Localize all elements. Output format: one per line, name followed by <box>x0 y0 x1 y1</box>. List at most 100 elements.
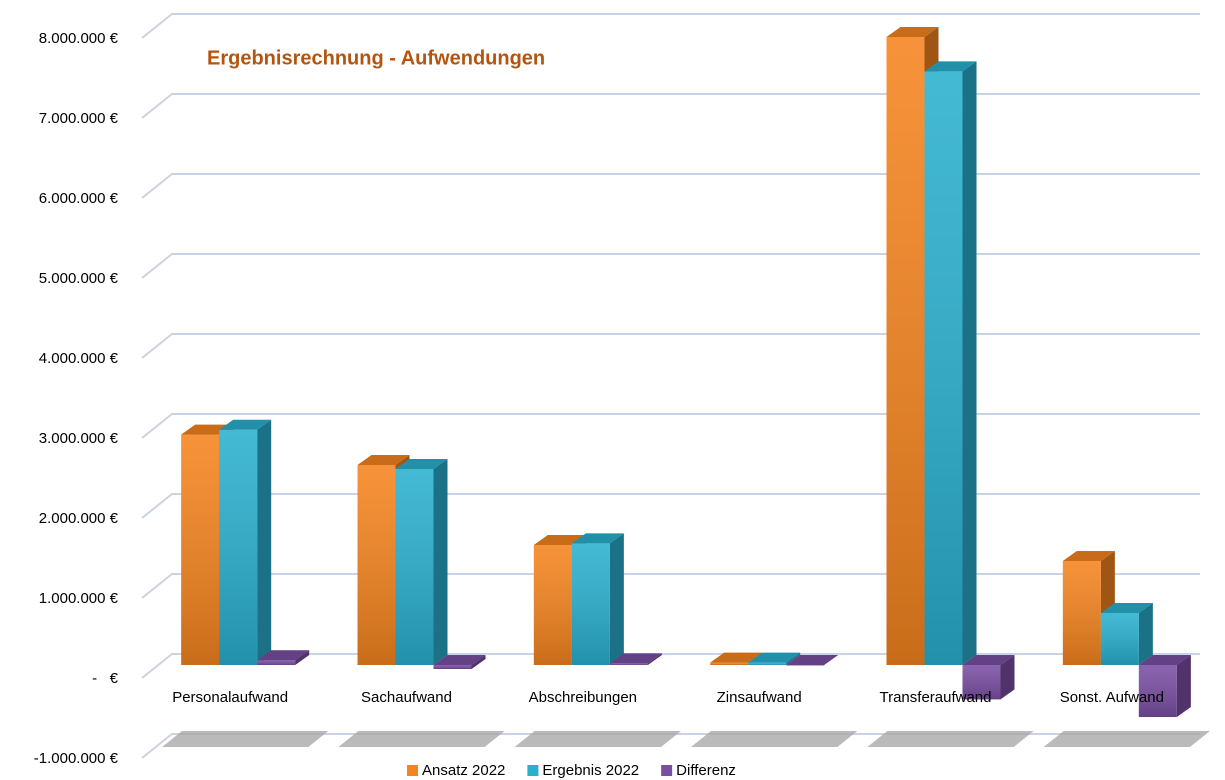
bar-top-shade <box>924 61 977 72</box>
floor-shadow <box>338 731 505 747</box>
bar-top <box>257 650 310 661</box>
grid-line <box>141 733 1200 759</box>
grid-line <box>141 173 1200 199</box>
bar-shade <box>786 665 825 666</box>
bar-side <box>1176 655 1191 717</box>
bar-side <box>471 655 486 669</box>
bar-side-shade <box>1000 655 1015 700</box>
bar-top-shade <box>748 652 801 663</box>
bar-shade <box>962 665 1001 700</box>
bar-shade <box>924 71 963 665</box>
bar-top-shade <box>1138 655 1191 665</box>
bar-shade <box>571 543 610 665</box>
grid-line <box>141 573 1200 599</box>
bar-side-shade <box>257 419 272 665</box>
bar-top-shade <box>1100 603 1153 613</box>
bar-shade <box>395 469 434 665</box>
bar-top-shade <box>1062 551 1115 561</box>
bar-top-shade <box>219 419 272 430</box>
grid-line <box>141 333 1200 359</box>
bar-side-shade <box>609 533 624 665</box>
y-tick-label: 7.000.000 € <box>39 110 119 127</box>
y-tick-label: - € <box>92 670 118 687</box>
legend-swatch <box>407 765 418 776</box>
y-tick-label: 6.000.000 € <box>39 190 119 207</box>
y-tick-label: 5.000.000 € <box>39 270 119 287</box>
bar-shade <box>748 662 787 665</box>
bar-shade <box>1100 613 1139 665</box>
bar-top-shade <box>533 535 586 545</box>
bar-top <box>219 419 272 430</box>
bar-shade <box>886 37 925 665</box>
bar-shade <box>609 663 648 665</box>
bar-top <box>395 459 448 469</box>
bar-shade <box>219 429 258 665</box>
grid-line <box>141 253 1200 279</box>
bar-side <box>1138 603 1153 665</box>
x-tick-label: Personalaufwand <box>172 689 288 706</box>
bar-top <box>433 655 486 665</box>
bar-top <box>886 27 939 37</box>
bar-side <box>647 653 662 665</box>
bar-top-shade <box>395 459 448 469</box>
bar-top <box>357 455 410 465</box>
y-tick-label: 1.000.000 € <box>39 590 119 607</box>
bar-top-shade <box>257 650 310 661</box>
bar-top-shade <box>357 455 410 465</box>
grid-line <box>141 653 1200 679</box>
legend-swatch <box>527 765 539 776</box>
bar-top-shade <box>571 533 624 544</box>
x-tick-label: Sonst. Aufwand <box>1060 689 1164 706</box>
bar-side <box>962 61 977 665</box>
bar-top-shade <box>609 653 662 664</box>
bar-side-shade <box>647 653 662 665</box>
bar-shade <box>710 662 749 665</box>
y-tick-label: 4.000.000 € <box>39 350 119 367</box>
legend-label: Differenz <box>676 762 736 779</box>
bar-top-shade <box>962 655 1015 665</box>
bar-top-shade <box>433 655 486 665</box>
bar-top <box>962 655 1015 665</box>
bar-side <box>257 419 272 665</box>
bar-side <box>786 652 801 665</box>
bar-shade <box>1138 665 1177 717</box>
grid-line <box>141 413 1200 439</box>
bar-side <box>609 533 624 665</box>
x-tick-label: Sachaufwand <box>361 689 452 706</box>
x-tick-label: Abschreibungen <box>529 689 637 706</box>
bar-side-shade <box>433 459 448 665</box>
bar-shade <box>1062 561 1101 665</box>
y-tick-label: 8.000.000 € <box>39 30 119 47</box>
legend-label: Ansatz 2022 <box>422 762 505 779</box>
bar-side-shade <box>295 650 310 665</box>
grid-line <box>141 93 1200 119</box>
bar-side-shade <box>1138 603 1153 665</box>
floor-shadow <box>1043 731 1210 747</box>
bar-side <box>295 650 310 665</box>
y-tick-label: -1.000.000 € <box>34 750 119 767</box>
bar-top <box>710 652 763 663</box>
x-tick-label: Zinsaufwand <box>717 689 802 706</box>
bar-side-shade <box>1176 655 1191 717</box>
bar-shade <box>257 660 296 665</box>
legend-label: Ergebnis 2022 <box>542 762 639 779</box>
floor-shadow <box>691 731 858 747</box>
bar-side-shade <box>471 655 486 669</box>
bar-top-shade <box>786 655 839 665</box>
bar-top <box>1062 551 1115 561</box>
bar-top-shade <box>886 27 939 37</box>
bar-side <box>1000 655 1015 700</box>
bar-shade <box>181 434 220 665</box>
bar-side <box>433 459 448 665</box>
x-tick-label: Transferaufwand <box>879 689 991 706</box>
grid-line <box>141 13 1200 39</box>
bar-side-shade <box>786 652 801 665</box>
bar-top <box>786 655 839 665</box>
bar-shade <box>433 665 472 669</box>
chart-title: Ergebnisrechnung - Aufwendungen <box>207 47 545 69</box>
bar-top <box>1100 603 1153 613</box>
grid-line <box>141 493 1200 519</box>
legend-swatch <box>661 765 673 776</box>
floor-shadow <box>162 731 329 747</box>
